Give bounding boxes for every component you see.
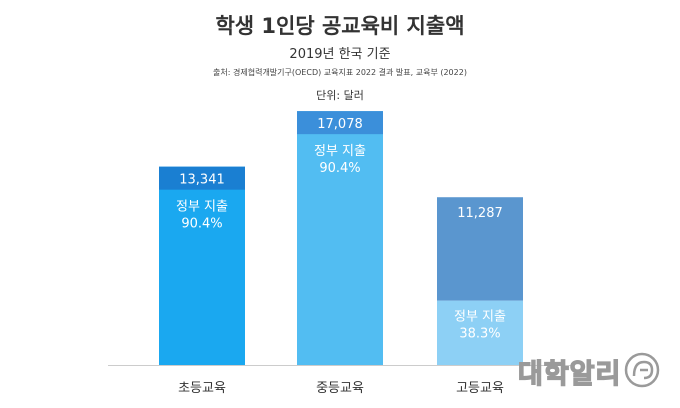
bar-header-middle xyxy=(297,111,383,135)
unit-label: 단위: 달러 xyxy=(316,89,364,102)
segment-label-elementary: 정부 지출 xyxy=(176,200,228,215)
share-label-higher: 38.3% xyxy=(459,327,500,342)
bar-elementary xyxy=(159,166,245,365)
share-label-elementary: 90.4% xyxy=(181,217,222,232)
category-label-higher: 고등교육 xyxy=(456,381,504,396)
bar-higher-private xyxy=(437,197,523,301)
category-label-elementary: 초등교육 xyxy=(178,381,226,396)
segment-label-higher: 정부 지출 xyxy=(454,310,506,325)
value-label-elementary: 13,341 xyxy=(179,173,225,188)
bar-header-elementary xyxy=(159,166,245,190)
segment-label-middle: 정부 지출 xyxy=(314,144,366,159)
watermark-logo-icon xyxy=(624,352,660,388)
bar-middle xyxy=(297,111,383,365)
chart-title: 학생 1인당 공교육비 지출액 xyxy=(215,14,465,38)
watermark-text: 대학알리 xyxy=(517,358,622,390)
value-label-higher: 11,287 xyxy=(457,206,503,221)
source-note: 출처: 경제협력개발기구(OECD) 교육지표 2022 결과 발표, 교육부 … xyxy=(213,68,467,77)
chart-subtitle: 2019년 한국 기준 xyxy=(289,47,391,62)
share-label-middle: 90.4% xyxy=(319,161,360,176)
category-label-middle: 중등교육 xyxy=(316,381,364,396)
value-label-middle: 17,078 xyxy=(317,117,363,132)
bar-higher-government xyxy=(437,300,523,365)
